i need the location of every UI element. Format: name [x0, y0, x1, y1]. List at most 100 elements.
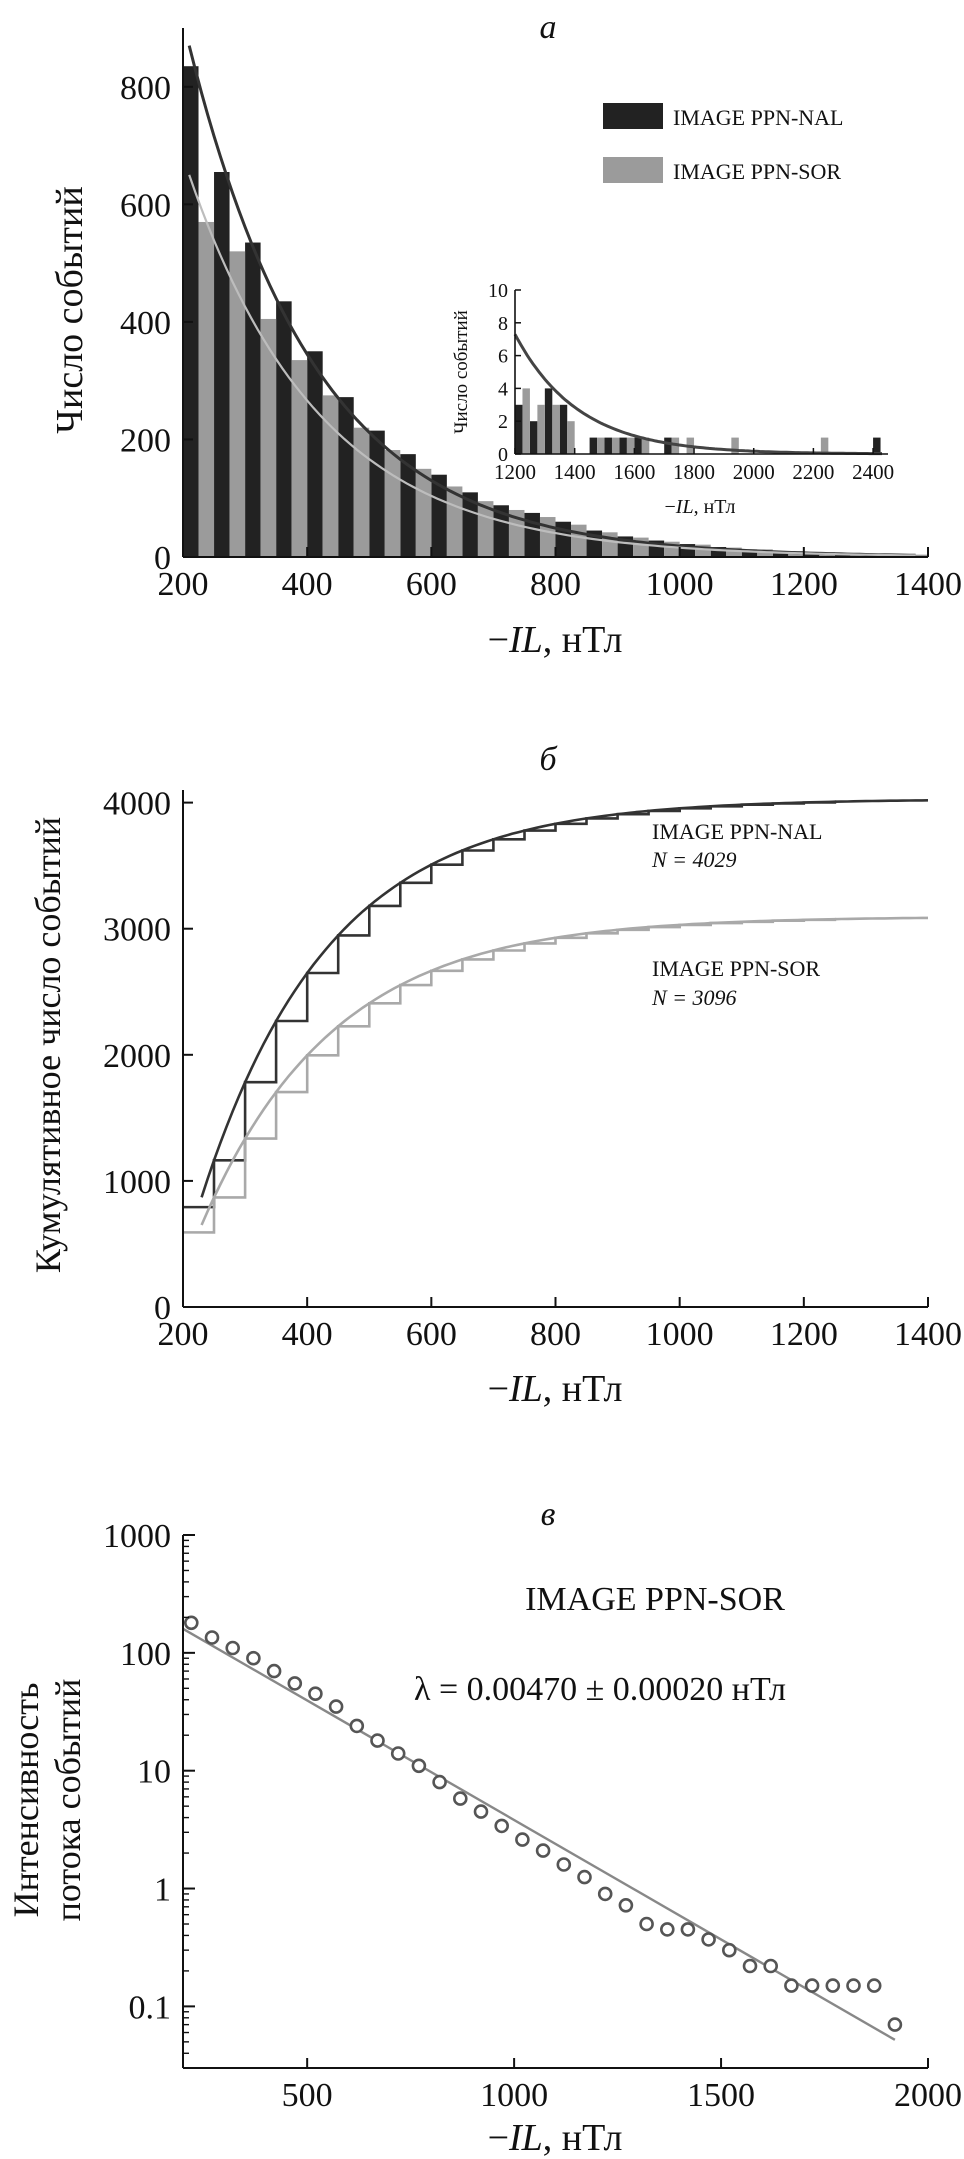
x-tick-label: 1000: [480, 2077, 548, 2114]
inset-y-tick-label: 6: [498, 346, 508, 368]
bar-image-ppn-nal-600: [431, 474, 447, 557]
panel-c-plot-area: [182, 1615, 903, 2041]
bar-image-ppn-nal-1100: [741, 549, 758, 557]
x-tick-label: 400: [282, 1316, 333, 1353]
data-point: [184, 1615, 199, 1631]
x-tick-label: 800: [530, 566, 581, 603]
series-n-ppn-sor: N = 3096: [651, 985, 737, 1010]
data-point: [328, 1699, 344, 1714]
bar-image-ppn-sor-1050: [726, 547, 742, 557]
panel-c-label: в: [541, 1496, 556, 1533]
panel-c-x-label: −IL, нТл: [488, 2117, 623, 2159]
fit-line: [182, 1627, 896, 2041]
inset-bar-image-ppn-nal-1600: [634, 437, 642, 454]
inset-bar-image-ppn-sor-1900: [731, 437, 739, 454]
panel-b-plot-area: [182, 799, 929, 1234]
data-point: [308, 1686, 323, 1701]
bar-image-ppn-sor-300: [260, 318, 277, 557]
panel-b-x-label-var: IL: [508, 1368, 543, 1410]
x-tick-label: 1000: [646, 1316, 714, 1353]
panel-b-ticks: 200 400 600 800 1000 1200 1400 0 1000 2000 3000 400…: [103, 786, 962, 1353]
x-tick-label: 1200: [770, 1316, 838, 1353]
inset-y-label: Число событий: [451, 310, 472, 434]
data-point: [659, 1922, 675, 1937]
y-tick-label: 0: [154, 540, 171, 577]
bar-image-ppn-sor-500: [384, 450, 401, 557]
data-point: [597, 1886, 613, 1902]
cumulative-step-image-ppn-nal: [182, 800, 837, 1209]
y-tick-label: 800: [120, 70, 171, 107]
inset-ticks: 1200 1400 1600 1800 2000 2200 2400 0 2 4 6 8 10: [488, 280, 894, 484]
bar-image-ppn-sor-450: [353, 427, 370, 557]
inset-bar-image-ppn-sor-1600: [641, 437, 650, 454]
panel-b-cumulative: б 200 400 600 800 1000 1200 1400 0 1000 2000 3000 4…: [28, 741, 962, 1410]
y-tick-label: 400: [120, 305, 171, 342]
y-tick-label: 1000: [103, 1518, 171, 1555]
data-point: [784, 1978, 799, 1993]
panel-b-x-label: −IL, нТл: [488, 1368, 623, 1410]
inset-y-tick-label: 0: [498, 444, 508, 466]
inset-x-tick-label: 2000: [733, 460, 775, 484]
data-point: [721, 1942, 737, 1958]
inset-bar-image-ppn-nal-1550: [619, 437, 627, 454]
panel-a-legend: IMAGE PPN-NAL IMAGE PPN-SOR: [603, 103, 844, 184]
bar-image-ppn-nal-1150: [772, 551, 789, 557]
data-point: [370, 1733, 385, 1748]
panel-a-label: а: [540, 9, 557, 46]
inset-x-tick-label: 1400: [554, 460, 596, 484]
inset-bar-image-ppn-sor-2200: [820, 437, 829, 454]
x-tick-label: 600: [406, 566, 457, 603]
inset-x-tick-label: 1800: [673, 460, 715, 484]
panel-c-y-label-line2: потока событий: [48, 1679, 88, 1922]
bar-image-ppn-sor-750: [539, 517, 556, 557]
bar-image-ppn-sor-700: [508, 509, 525, 557]
inset-bar-image-ppn-nal-1350: [559, 404, 568, 454]
inset-bar-image-ppn-nal-1450: [589, 437, 598, 454]
bar-image-ppn-nal-350: [276, 301, 292, 557]
panel-c-x-label-unit: , нТл: [543, 2117, 623, 2159]
inset-x-label-prefix: −: [665, 496, 676, 518]
data-point: [639, 1916, 654, 1932]
data-point: [535, 1843, 551, 1858]
inset-bar-image-ppn-nal-1300: [544, 388, 553, 454]
panel-b-x-label-prefix: −: [488, 1368, 509, 1410]
legend-label-ppn-sor: IMAGE PPN-SOR: [673, 159, 841, 184]
x-tick-label: 1400: [894, 566, 962, 603]
panel-c-annotation: λ = 0.00470 ± 0.00020 нТл: [414, 1671, 786, 1708]
data-point: [680, 1922, 696, 1937]
x-tick-label: 800: [530, 1316, 581, 1353]
cumulative-fit-image-ppn-nal: [200, 799, 929, 1198]
x-tick-label: 1000: [646, 566, 714, 603]
data-point: [494, 1818, 510, 1834]
y-tick-label: 3000: [103, 912, 171, 949]
legend-swatch-ppn-sor: [603, 157, 663, 183]
y-tick-label: 10: [137, 1754, 171, 1791]
inset-bar-image-ppn-nal-1250: [529, 421, 538, 454]
data-point: [411, 1758, 427, 1774]
panel-a-x-label: −IL, нТл: [488, 619, 623, 661]
bar-image-ppn-sor-400: [322, 395, 339, 557]
x-tick-label: 1500: [687, 2077, 755, 2114]
bar-image-ppn-nal-400: [307, 351, 323, 557]
legend-swatch-ppn-nal: [603, 103, 663, 129]
panel-a-x-label-unit: , нТл: [543, 619, 623, 661]
bar-image-ppn-nal-550: [400, 454, 416, 557]
data-point: [473, 1804, 489, 1819]
bar-image-ppn-nal-500: [369, 430, 385, 557]
x-tick-label: 500: [282, 2077, 333, 2114]
data-point: [390, 1746, 406, 1761]
bar-image-ppn-nal-700: [493, 505, 509, 557]
inset-bar-image-ppn-sor-1500: [611, 437, 620, 454]
panel-a-plot-area: [183, 45, 928, 558]
bar-image-ppn-sor-200: [198, 221, 215, 557]
inset-x-tick-label: 2400: [852, 460, 894, 484]
data-point: [804, 1978, 820, 1993]
inset-bar-image-ppn-nal-1200: [515, 404, 523, 454]
bar-image-ppn-sor-350: [291, 360, 308, 557]
fit-curve-image-ppn-sor: [188, 174, 916, 557]
data-point: [742, 1958, 758, 1974]
bar-image-ppn-sor-800: [571, 524, 587, 557]
inset-y-tick-label: 8: [498, 313, 508, 335]
